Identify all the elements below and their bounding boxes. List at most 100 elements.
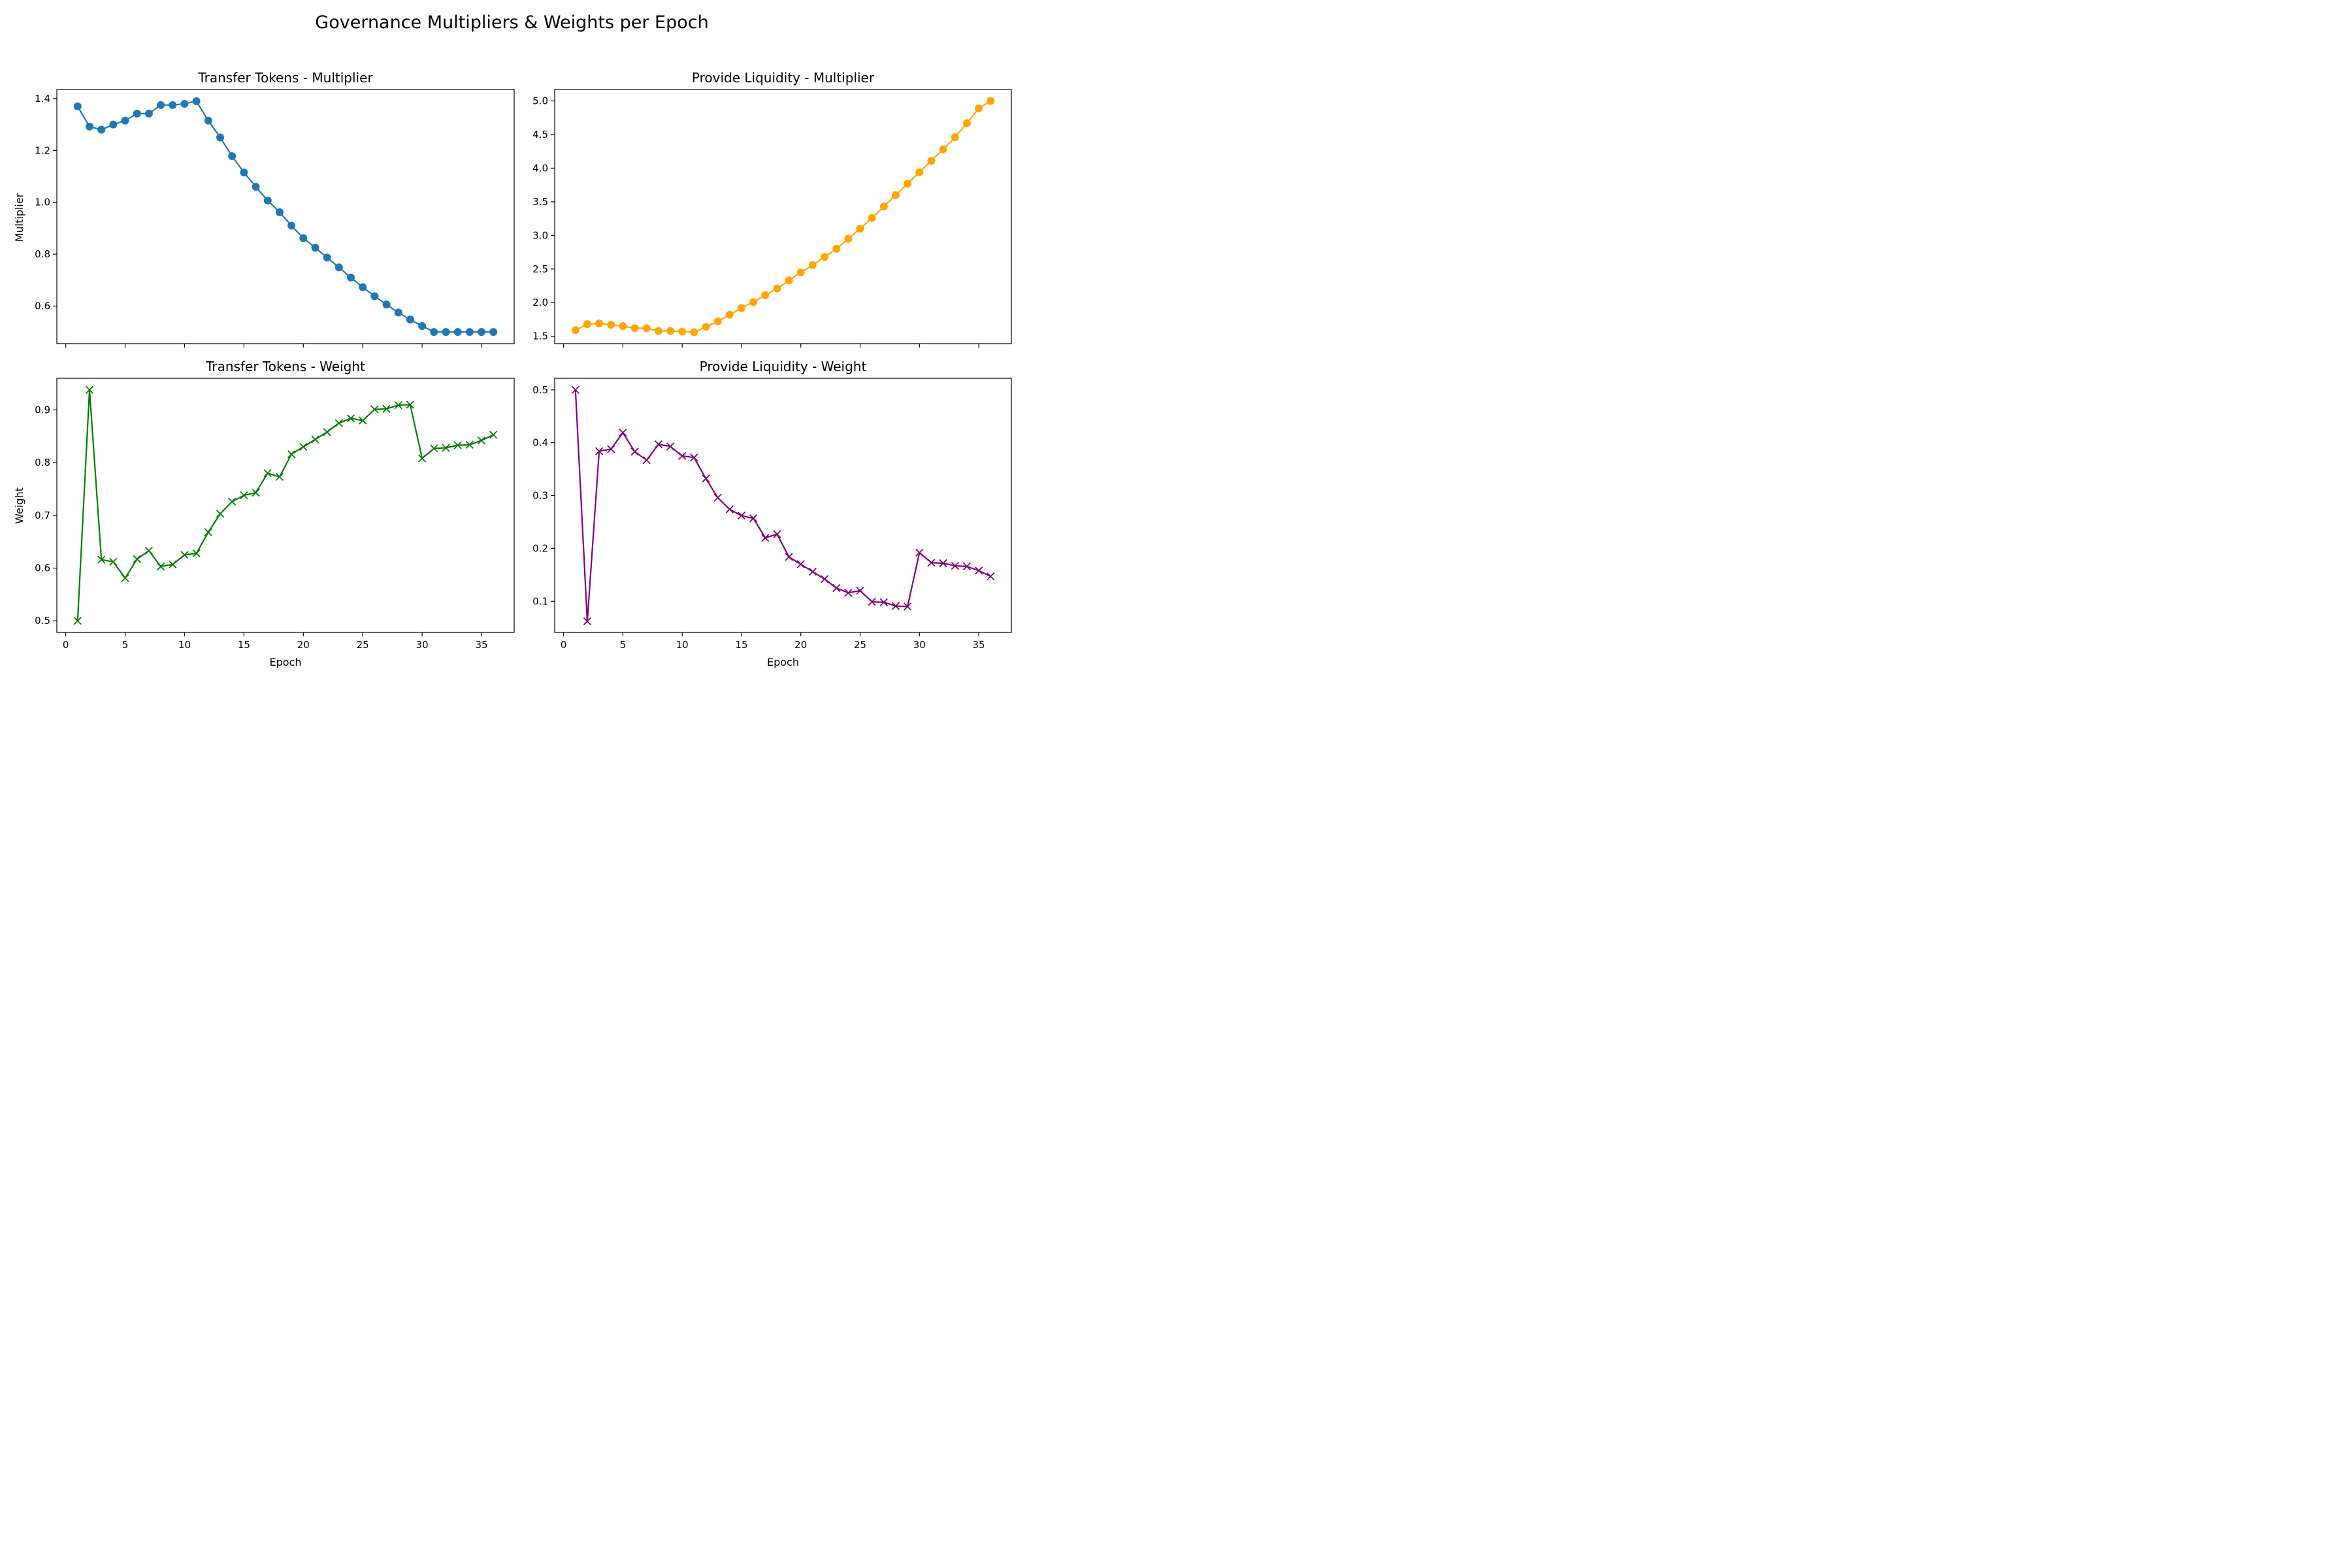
panel-transfer-weight: Transfer Tokens - Weight Weight Epoch 0 5… <box>13 359 515 668</box>
data-point <box>275 208 284 216</box>
data-point <box>323 253 331 262</box>
data-point <box>690 453 698 462</box>
y-axis-label: Weight <box>13 487 25 524</box>
data-point <box>796 268 805 276</box>
figure-title: Governance Multipliers & Weights per Epo… <box>315 12 708 33</box>
panel-title: Provide Liquidity - Multiplier <box>692 70 875 86</box>
data-point <box>915 168 924 176</box>
data-point <box>607 321 615 329</box>
panel-transfer-multiplier: Transfer Tokens - Multiplier Multiplier … <box>13 70 515 348</box>
data-point <box>927 157 936 165</box>
panel-liquidity-multiplier: Provide Liquidity - Multiplier 1.5 2.0 2.5… <box>532 70 1012 348</box>
data-point <box>785 276 793 285</box>
data-point <box>987 97 995 105</box>
axes-frame <box>56 89 515 344</box>
data-point <box>85 385 94 394</box>
x-tick-label: 5 <box>122 639 129 651</box>
data-point <box>904 180 912 188</box>
y-tick-label: 4.0 <box>532 162 548 174</box>
data-point <box>891 602 900 610</box>
data-point <box>121 574 129 583</box>
panel-title: Transfer Tokens - Weight <box>205 359 365 374</box>
data-point <box>951 561 959 570</box>
y-tick-label: 2.0 <box>532 297 548 308</box>
y-tick-label: 0.3 <box>532 490 548 502</box>
data-point <box>630 448 639 456</box>
data-point <box>713 493 722 502</box>
data-point <box>489 328 498 336</box>
data-point <box>690 328 698 336</box>
y-tick-label: 2.5 <box>532 263 548 275</box>
data-point <box>347 273 355 282</box>
data-point <box>654 440 662 449</box>
data-point <box>204 528 212 536</box>
data-point <box>974 566 983 575</box>
data-point <box>442 328 450 336</box>
axes-frame <box>554 89 1012 344</box>
y-tick-label: 4.5 <box>532 129 548 140</box>
data-point <box>642 324 651 333</box>
data-point <box>879 203 888 211</box>
data-point <box>678 451 687 461</box>
data-point <box>252 182 260 191</box>
data-point <box>868 597 876 606</box>
data-point <box>939 559 947 568</box>
y-tick-label: 0.2 <box>532 542 548 554</box>
data-point <box>109 120 118 129</box>
x-axis-label: Epoch <box>767 656 799 668</box>
data-point <box>808 567 817 576</box>
data-point <box>359 283 367 291</box>
data-point <box>240 491 248 500</box>
data-point <box>962 119 971 127</box>
data-point <box>216 510 225 518</box>
data-point <box>951 133 959 142</box>
data-point <box>630 324 639 333</box>
y-tick-label: 1.5 <box>532 331 548 342</box>
y-tick-label: 0.1 <box>532 595 548 607</box>
data-point <box>477 436 486 445</box>
data-point <box>323 428 331 436</box>
data-point <box>73 617 82 625</box>
data-point <box>418 322 427 331</box>
panel-title: Transfer Tokens - Multiplier <box>197 70 373 86</box>
data-point <box>299 234 308 242</box>
x-tick-label: 30 <box>416 639 429 651</box>
y-axis-label: Multiplier <box>13 193 25 242</box>
data-point <box>856 225 864 233</box>
data-point <box>169 560 177 569</box>
data-point <box>86 122 93 131</box>
data-point <box>583 617 592 626</box>
x-tick-label: 10 <box>676 639 689 651</box>
x-tick-label: 25 <box>854 639 866 651</box>
data-point <box>749 298 758 306</box>
y-tick-label: 0.5 <box>35 615 50 627</box>
data-point <box>832 583 841 593</box>
axes-frame <box>56 378 515 633</box>
x-tick-label: 0 <box>561 639 567 651</box>
y-tick-label: 0.9 <box>35 404 50 416</box>
data-point <box>228 497 237 506</box>
data-point <box>737 512 746 520</box>
data-point <box>844 589 853 597</box>
data-point <box>987 572 995 581</box>
data-point <box>406 400 415 409</box>
data-point <box>442 444 450 452</box>
data-point <box>417 454 427 463</box>
x-tick-label: 15 <box>735 639 747 651</box>
data-point <box>430 444 438 453</box>
data-point <box>725 310 734 319</box>
y-tick-label: 1.4 <box>35 93 50 105</box>
data-point <box>252 488 260 497</box>
y-tick-label: 0.8 <box>35 457 50 468</box>
figure: Governance Multipliers & Weights per Epo… <box>0 0 1024 683</box>
data-point <box>904 602 912 611</box>
data-point <box>856 586 864 595</box>
data-point <box>844 235 853 243</box>
data-point <box>109 557 118 566</box>
data-point <box>465 328 474 336</box>
data-point <box>666 442 675 451</box>
data-point <box>382 301 391 309</box>
data-point <box>204 116 212 125</box>
data-point <box>133 555 141 563</box>
data-point <box>820 575 829 583</box>
